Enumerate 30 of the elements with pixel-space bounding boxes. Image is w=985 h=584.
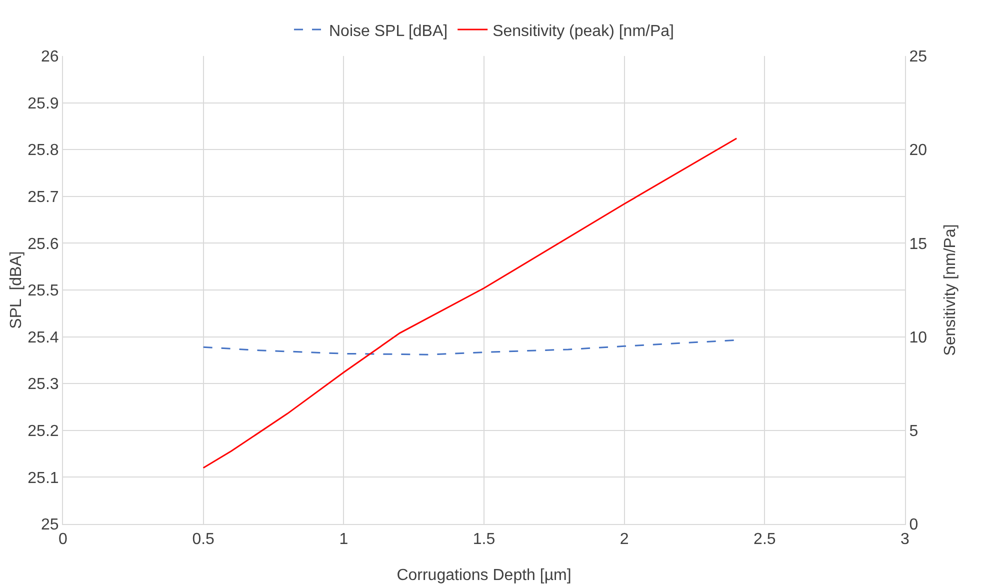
y2-tick-label: 10 [909,329,928,346]
y-tick-label: 25.2 [28,423,59,440]
y-tick-label: 25.9 [28,95,59,112]
y-tick-label: 25.6 [28,236,59,253]
x-tick-label: 3 [900,531,910,548]
y2-tick-label: 20 [909,142,928,160]
y2-tick-label: 5 [909,423,918,440]
y-tick-label: 25.4 [28,329,59,346]
y2-tick-label: 15 [909,236,928,253]
legend-label: Noise SPL [dBA] [329,22,448,40]
y-tick-label: 25.1 [28,470,59,487]
x-tick-label: 2.5 [754,531,776,548]
y2-axis-title: Sensitivity [nm/Pa] [942,224,959,356]
y-tick-label: 26 [41,48,59,66]
y-tick-label: 25 [41,516,59,534]
line-series [202,138,738,469]
y2-tick-label: 0 [909,516,918,534]
x-tick-label: 0 [58,531,68,548]
x-axis-title: Corrugations Depth [µm] [396,567,572,584]
y2-tick-label: 25 [909,48,928,66]
x-tick-label: 0.5 [192,531,215,548]
y-axis-title: SPL [dBA] [8,251,25,329]
x-tick-label: 1.5 [472,531,496,548]
y-tick-label: 25.8 [28,142,59,160]
x-tick-label: 2 [620,531,629,548]
y-tick-label: 25.3 [28,376,59,394]
x-tick-label: 1 [339,531,348,548]
y-tick-label: 25.5 [28,282,59,300]
legend-label: Sensitivity (peak) [nm/Pa] [492,22,674,40]
y-tick-label: 25.7 [28,189,59,206]
